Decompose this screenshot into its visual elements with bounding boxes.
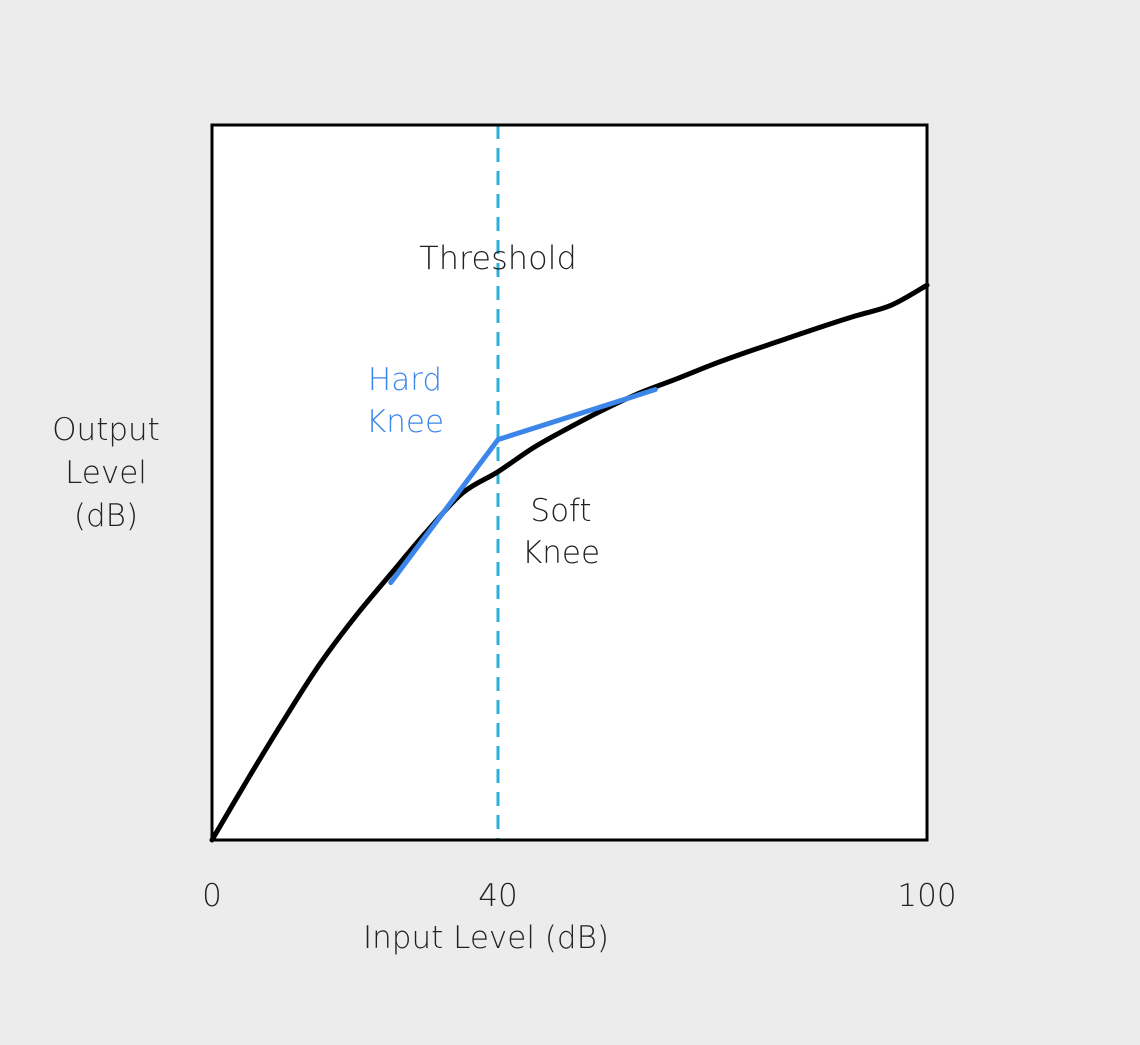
y-axis-label: Output (52, 412, 160, 448)
x-tick-label: 100 (897, 878, 956, 914)
hard-knee-line (388, 387, 658, 586)
threshold-label: Threshold (419, 239, 577, 277)
plot-frame (210, 123, 929, 842)
x-tick-label: 0 (202, 878, 222, 914)
plot-area (212, 125, 927, 840)
x-axis-label: Input Level (dB) (363, 920, 609, 956)
x-tick-label: 40 (478, 878, 517, 914)
hard-knee-label: Knee (366, 404, 444, 440)
hard-knee-label: Hard (368, 362, 442, 398)
y-axis-label: Level (65, 455, 147, 491)
soft-knee-label: Soft (530, 493, 591, 529)
soft-knee-curve (209, 282, 930, 843)
y-axis-label: (dB) (74, 498, 138, 534)
soft-knee-label: Knee (522, 535, 600, 571)
